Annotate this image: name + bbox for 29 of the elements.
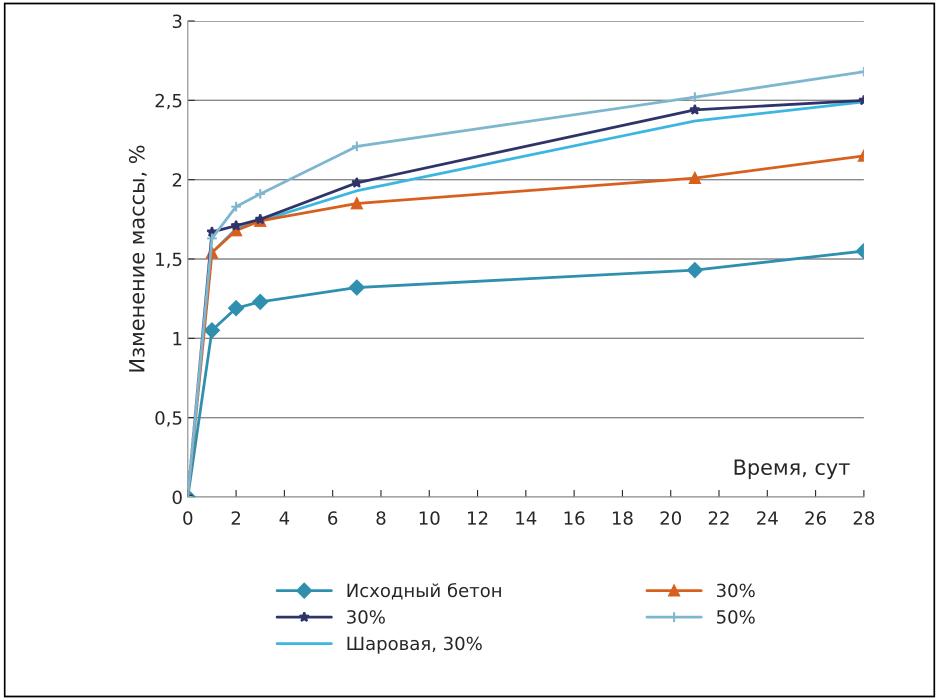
legend-label: Шаровая, 30% bbox=[348, 636, 482, 654]
y-tick-label: 0,5 bbox=[155, 411, 182, 427]
x-axis-title: Время, сут bbox=[734, 460, 850, 480]
x-tick-label: 0 bbox=[183, 511, 192, 525]
y-tick-label: 1,5 bbox=[156, 252, 182, 268]
y-tick-label: 2,5 bbox=[156, 94, 182, 110]
y-tick-label: 0 bbox=[172, 490, 182, 504]
x-tick-label: 26 bbox=[805, 511, 826, 525]
x-tick-label: 16 bbox=[564, 511, 584, 525]
x-tick-label: 4 bbox=[280, 511, 290, 525]
legend-label: Исходный бетон bbox=[348, 582, 501, 600]
legend-label: 30% bbox=[347, 610, 385, 624]
x-tick-label: 22 bbox=[708, 511, 729, 525]
x-tick-label: 14 bbox=[516, 511, 536, 525]
x-tick-label: 6 bbox=[328, 511, 338, 525]
legend-label: 30% bbox=[716, 584, 755, 598]
y-tick-label: 1 bbox=[173, 332, 182, 346]
x-tick-label: 20 bbox=[660, 511, 682, 525]
y-tick-label: 2 bbox=[172, 173, 182, 187]
y-axis-title: Изменение массы, % bbox=[128, 146, 147, 372]
x-tick-label: 10 bbox=[420, 511, 440, 525]
x-tick-label: 2 bbox=[232, 511, 240, 525]
y-tick-label: 3 bbox=[172, 14, 182, 28]
x-tick-label: 12 bbox=[468, 511, 488, 525]
x-tick-label: 28 bbox=[854, 511, 874, 525]
x-tick-label: 8 bbox=[376, 511, 386, 525]
x-tick-label: 18 bbox=[612, 511, 633, 525]
legend-label: 50% bbox=[717, 610, 755, 624]
x-tick-label: 24 bbox=[757, 511, 778, 525]
